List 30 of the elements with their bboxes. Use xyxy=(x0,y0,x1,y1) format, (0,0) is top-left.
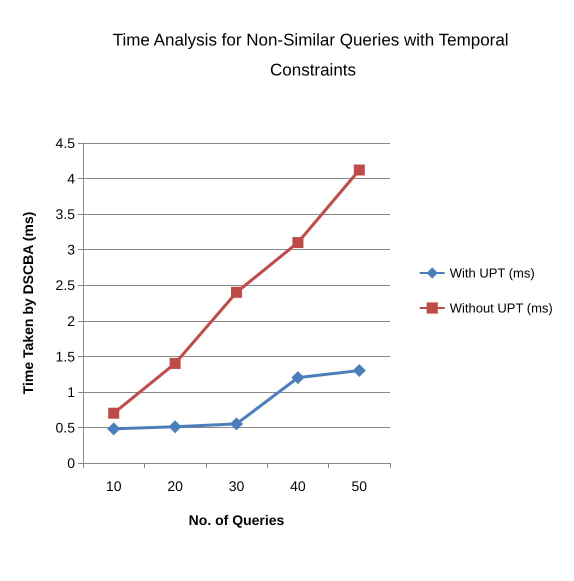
point xyxy=(354,164,365,176)
y-tick-label: 0 xyxy=(67,455,76,471)
point xyxy=(108,408,120,419)
x-tick-label: 30 xyxy=(228,478,244,494)
y-tick-label: 1.5 xyxy=(56,348,76,364)
y-axis-title: Time Taken by DSCBA (ms) xyxy=(20,212,36,394)
x-tick-label: 20 xyxy=(167,478,184,494)
point xyxy=(292,237,304,248)
point xyxy=(230,417,243,430)
point xyxy=(352,364,366,378)
y-tick-label: 4.5 xyxy=(56,135,76,151)
y-tick-label: 0.5 xyxy=(56,419,76,436)
point xyxy=(170,358,181,369)
point xyxy=(168,420,182,434)
x-tick-label: 50 xyxy=(352,478,368,494)
y-tick-label: 3.5 xyxy=(56,206,76,222)
legend-label: Without UPT (ms) xyxy=(450,300,553,316)
x-axis-title: No. of Queries xyxy=(188,512,285,528)
y-tick-label: 1 xyxy=(67,384,76,400)
y-tick-label: 4 xyxy=(67,170,76,187)
point xyxy=(107,422,120,436)
y-tick-label: 2.5 xyxy=(56,277,76,294)
y-tick-label: 3 xyxy=(67,242,76,258)
y-tick-label: 2 xyxy=(67,312,76,329)
chart-title: Time Analysis for Non-Similar Queries with Temporal Constraints xyxy=(112,30,514,80)
x-tick-label: 10 xyxy=(106,478,122,494)
legend-label: With UPT (ms) xyxy=(450,266,535,280)
point xyxy=(291,371,304,384)
point xyxy=(231,286,242,298)
x-tick-label: 40 xyxy=(290,478,306,494)
